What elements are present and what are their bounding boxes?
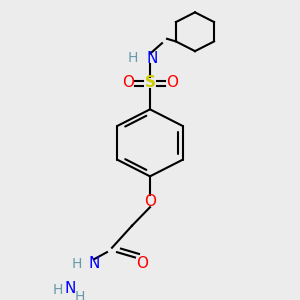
Text: O: O bbox=[144, 194, 156, 208]
Text: H: H bbox=[128, 51, 138, 65]
Text: O: O bbox=[122, 75, 134, 90]
Text: H: H bbox=[75, 290, 85, 300]
Text: H: H bbox=[53, 283, 63, 297]
Text: S: S bbox=[145, 75, 155, 90]
Text: O: O bbox=[136, 256, 148, 271]
Text: O: O bbox=[166, 75, 178, 90]
Text: N: N bbox=[89, 256, 100, 271]
Text: H: H bbox=[72, 256, 82, 271]
Text: N: N bbox=[64, 281, 76, 296]
Text: N: N bbox=[146, 51, 158, 66]
